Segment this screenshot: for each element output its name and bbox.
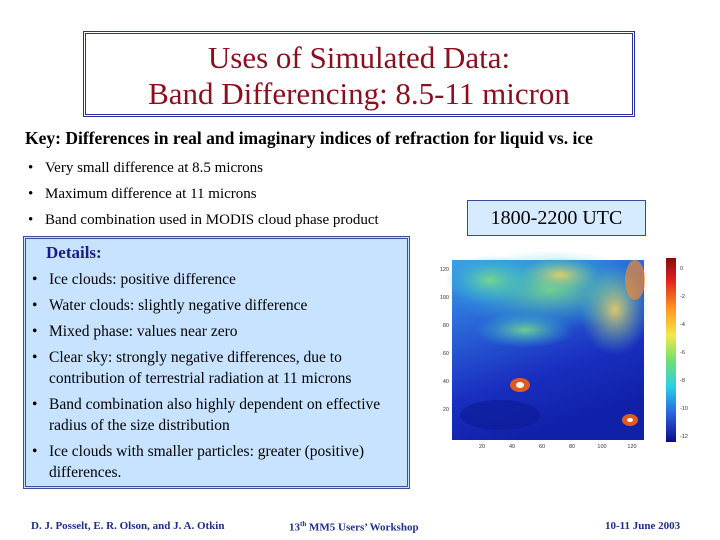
colorbar-tick: -4 (680, 322, 685, 328)
map-x-tick: 20 (479, 444, 485, 450)
footer-authors: D. J. Posselt, E. R. Olson, and J. A. Ot… (31, 520, 225, 532)
bullet-item: • Very small difference at 8.5 microns (28, 160, 263, 176)
bullet-item: • Maximum difference at 11 microns (28, 186, 257, 202)
map-y-tick: 80 (443, 323, 449, 329)
details-box: Details: • Ice clouds: positive differenc… (23, 236, 410, 489)
colorbar-tick-labels: 0 -2 -4 -6 -8 -10 -12 (680, 266, 688, 440)
key-statement: Key: Differences in real and imaginary i… (25, 128, 593, 148)
details-list: • Ice clouds: positive difference • Water … (30, 269, 406, 488)
map-y-tick: 40 (443, 379, 449, 385)
map-y-tick: 20 (443, 407, 449, 413)
map-y-tick-labels: 120 100 80 60 40 20 (440, 267, 449, 413)
details-item: • Water clouds: slightly negative differe… (32, 297, 308, 314)
map-x-tick: 60 (539, 444, 545, 450)
key-bullets: • Very small difference at 8.5 microns • M… (28, 155, 379, 233)
colorbar-tick: 0 (680, 266, 683, 272)
colorbar-tick: -10 (680, 406, 688, 412)
colorbar-tick: -2 (680, 294, 685, 300)
details-item: • Mixed phase: values near zero (32, 323, 238, 340)
colorbar-tick: -6 (680, 350, 685, 356)
map-x-tick: 40 (509, 444, 515, 450)
colorbar-tick: -8 (680, 378, 685, 384)
map-x-tick-labels: 20 40 60 80 100 120 (479, 444, 637, 450)
footer-date: 10-11 June 2003 (605, 520, 681, 532)
map-y-tick: 60 (443, 351, 449, 357)
details-item: • Ice clouds: positive difference (32, 271, 236, 288)
time-range-label: 1800-2200 UTC (467, 200, 646, 236)
details-item: • Band combination also highly dependent … (32, 396, 381, 434)
bullet-item: • Band combination used in MODIS cloud ph… (28, 212, 379, 228)
slide-title-line1: Uses of Simulated Data: (207, 40, 511, 75)
map-x-tick: 100 (597, 444, 606, 450)
map-x-tick: 120 (627, 444, 636, 450)
colorbar-tick: -12 (680, 434, 688, 440)
details-title: Details: (46, 243, 102, 262)
title-box: Uses of Simulated Data: Band Differencin… (83, 31, 635, 117)
map-y-tick: 100 (440, 295, 449, 301)
map-x-tick: 80 (569, 444, 575, 450)
simulated-band-difference-map: 120 100 80 60 40 20 20 40 60 80 100 120 … (430, 240, 700, 455)
details-item: • Clear sky: strongly negative difference… (32, 349, 352, 387)
colorbar (666, 258, 676, 442)
map-y-tick: 120 (440, 267, 449, 273)
footer-workshop: 13th MM5 Users’ Workshop (289, 520, 419, 534)
slide-title-line2: Band Differencing: 8.5-11 micron (148, 76, 570, 111)
details-item: • Ice clouds with smaller particles: grea… (32, 443, 365, 481)
